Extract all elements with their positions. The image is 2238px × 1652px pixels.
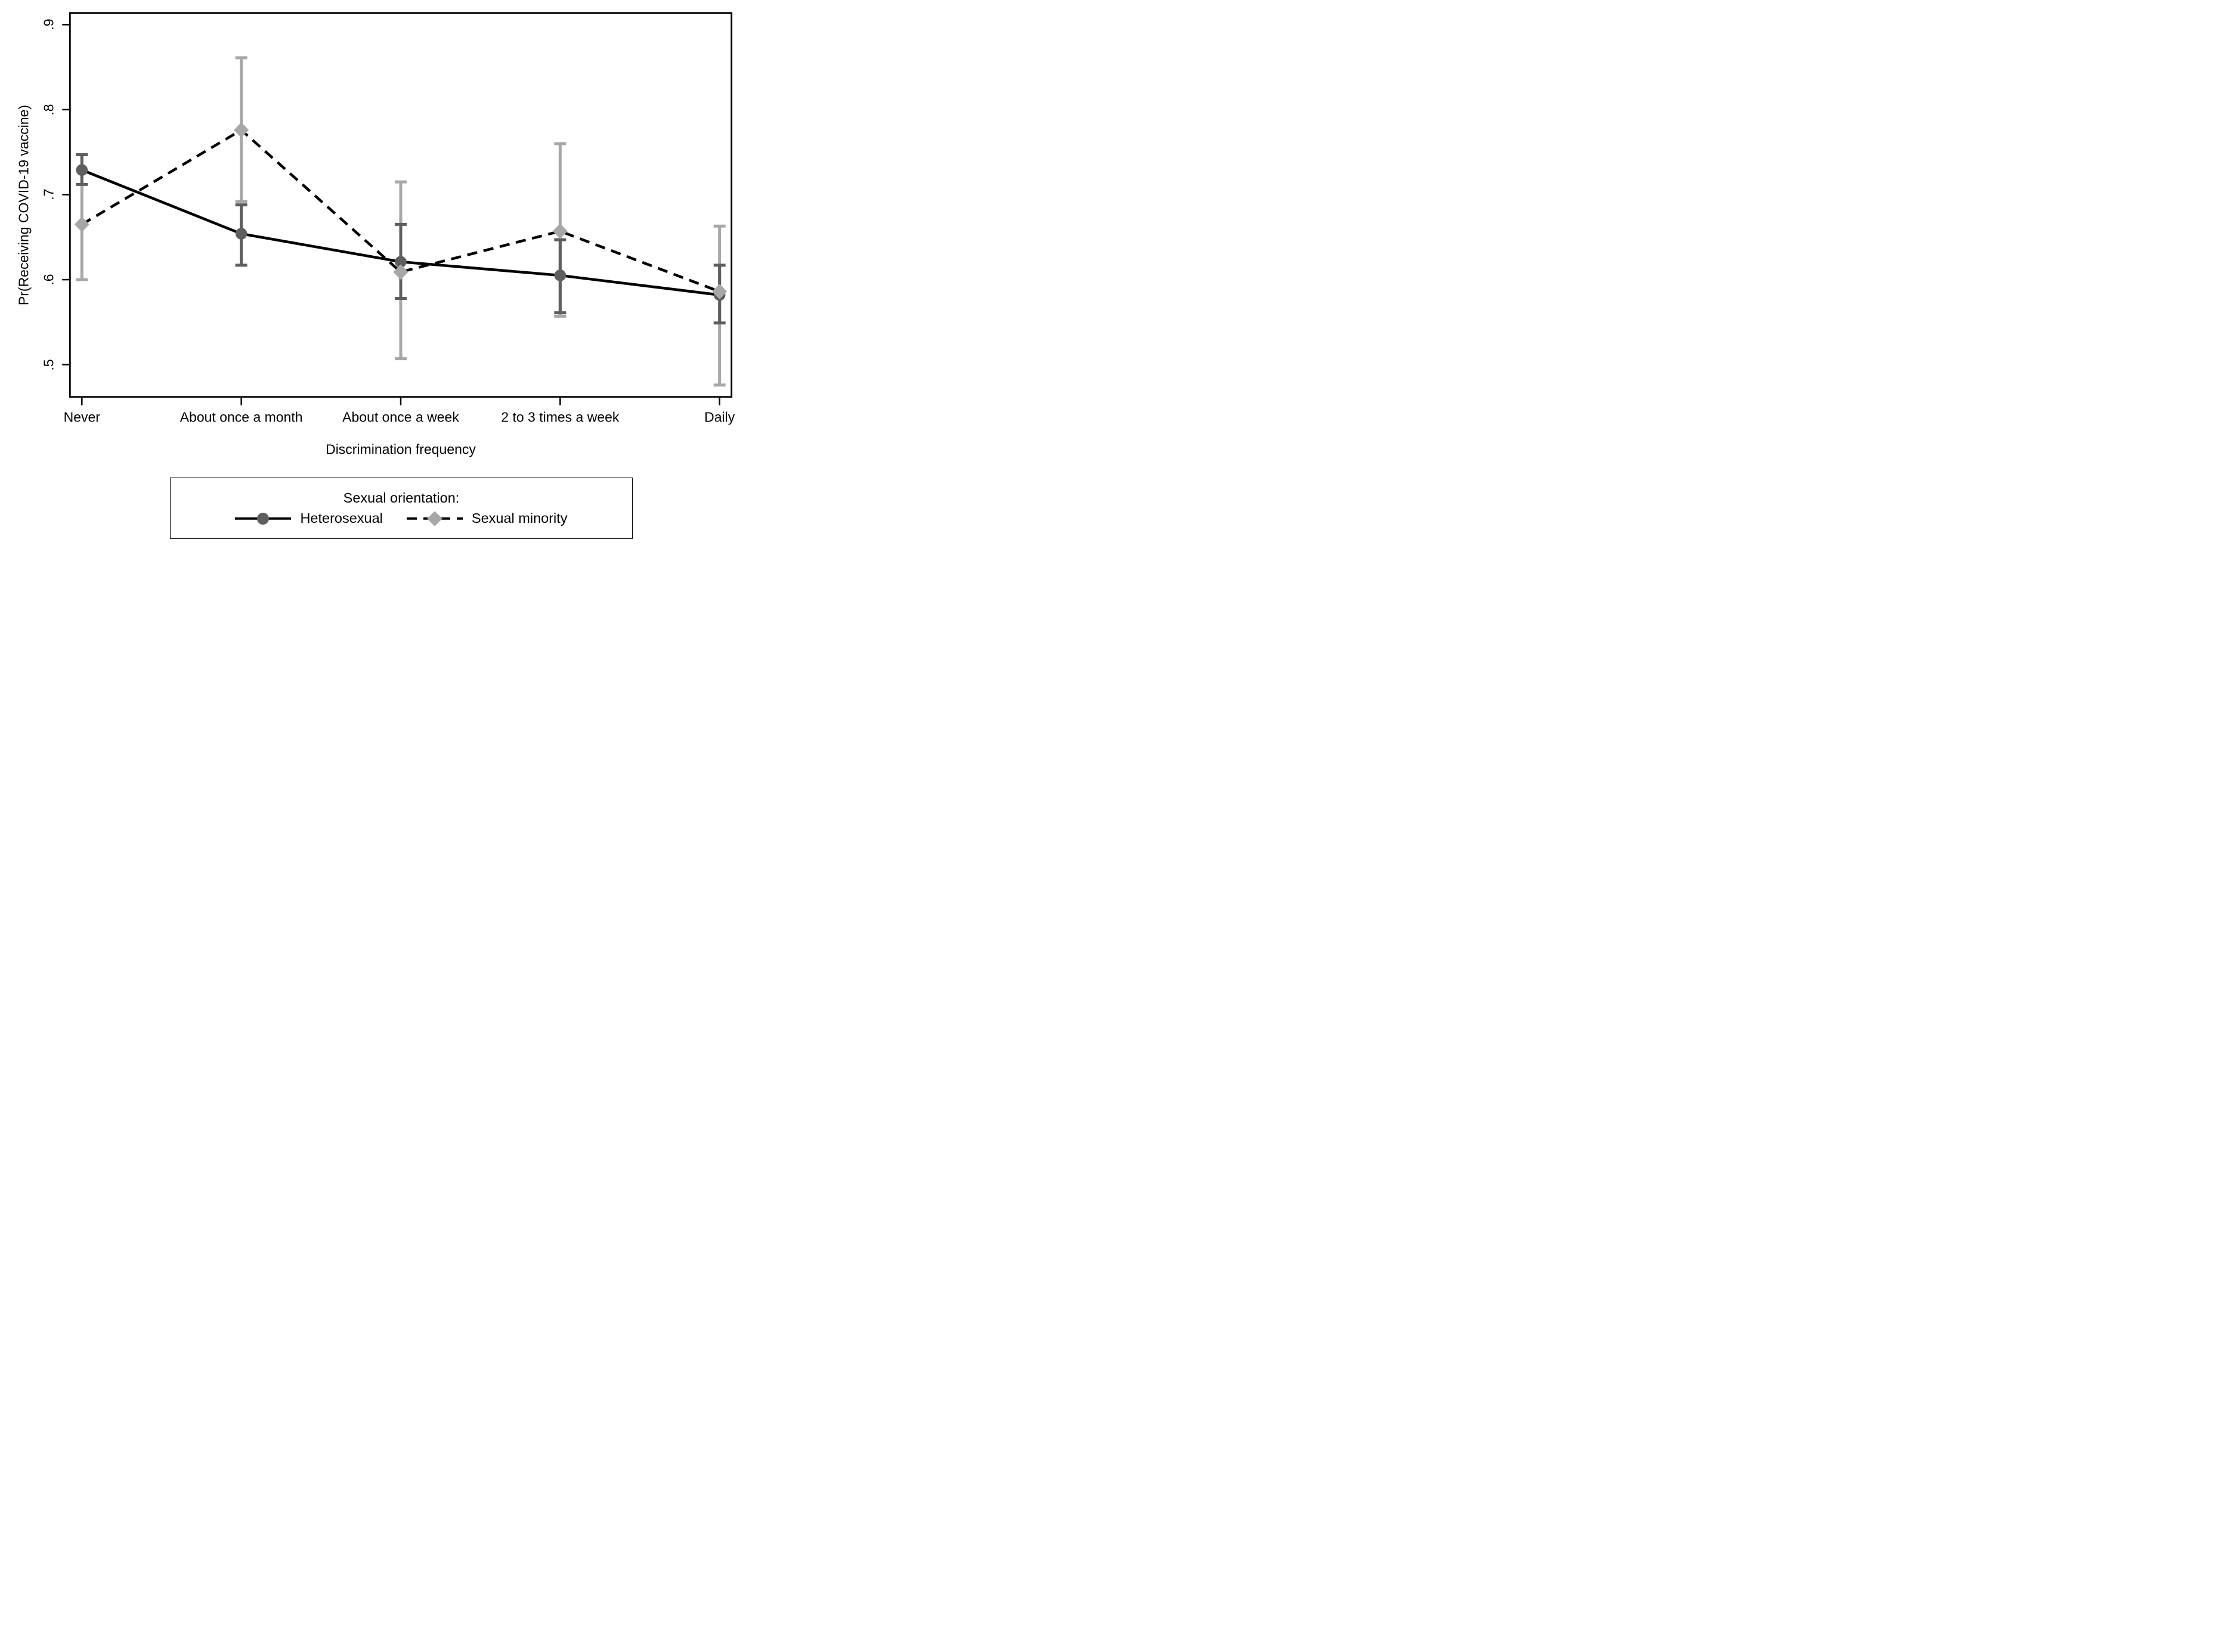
data-point-diamond — [712, 284, 728, 300]
x-tick-label: Never — [63, 409, 100, 425]
data-point-diamond — [74, 216, 89, 233]
y-tick-label: .7 — [41, 188, 57, 201]
data-point-circle — [235, 228, 247, 240]
circle-marker-icon — [257, 512, 270, 525]
x-tick-label: 2 to 3 times a week — [501, 409, 620, 425]
diamond-marker-icon — [427, 510, 442, 526]
series-line-sexual-minority — [81, 128, 720, 293]
legend-row: Heterosexual Sexual minority — [235, 510, 568, 527]
plot-area — [62, 12, 733, 405]
margins-plot-figure: Pr(Receiving COVID-19 vaccine) Discrimin… — [0, 0, 746, 551]
dashed-line-diamond-sample-icon — [406, 510, 463, 527]
legend-entry-sexual-minority: Sexual minority — [406, 510, 568, 527]
y-axis-title: Pr(Receiving COVID-19 vaccine) — [16, 104, 32, 306]
x-axis-title: Discrimination frequency — [326, 441, 476, 457]
data-point-circle — [554, 269, 567, 281]
data-point-circle — [395, 256, 407, 268]
legend-title: Sexual orientation: — [343, 489, 460, 506]
y-tick-label: .8 — [41, 104, 57, 116]
x-tick-label: About once a month — [179, 409, 303, 425]
legend-box: Sexual orientation: Heterosexual Sexual … — [170, 478, 633, 539]
x-tick-label: About once a week — [342, 409, 459, 425]
data-point-diamond — [552, 223, 568, 239]
legend-label-heterosexual: Heterosexual — [300, 510, 383, 526]
legend-entry-heterosexual: Heterosexual — [235, 510, 383, 527]
x-tick-label: Daily — [704, 409, 735, 425]
data-point-diamond — [234, 122, 249, 138]
y-tick-label: .5 — [41, 359, 57, 371]
data-point-diamond — [393, 264, 408, 280]
legend-label-sexual-minority: Sexual minority — [471, 510, 568, 526]
y-tick-label: .6 — [41, 274, 57, 286]
y-tick-label: .9 — [41, 18, 57, 30]
solid-line-circle-sample-icon — [235, 510, 292, 527]
data-point-circle — [76, 164, 88, 176]
